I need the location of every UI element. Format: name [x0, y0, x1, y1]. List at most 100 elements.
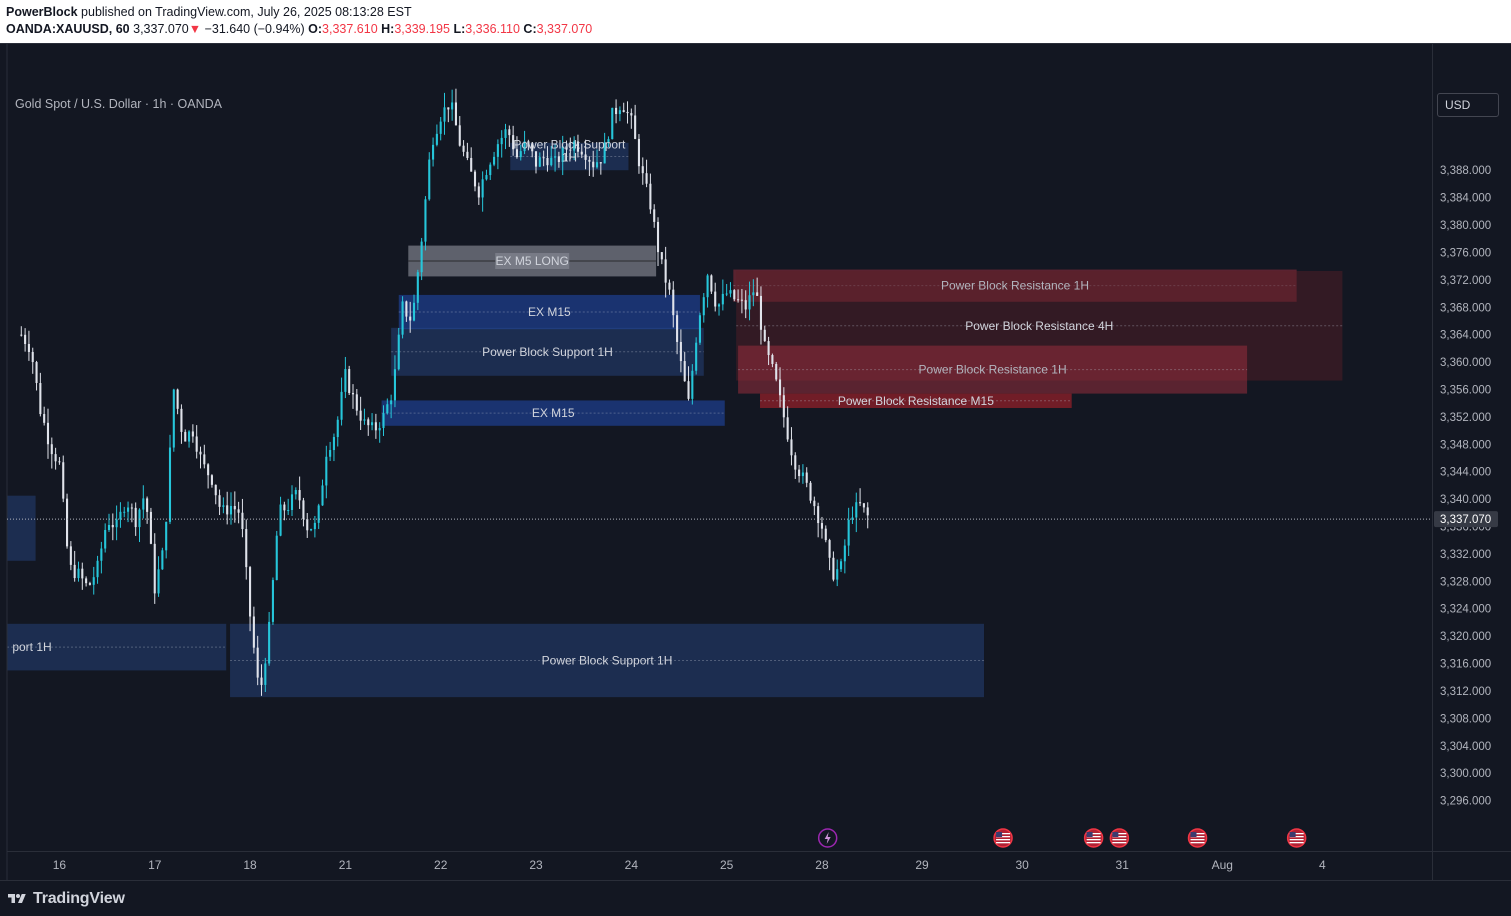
candle-bear: [817, 506, 820, 524]
candle-bull: [595, 162, 599, 168]
candle-bear: [759, 295, 763, 330]
candle-bull: [142, 498, 145, 510]
candle-bear: [737, 299, 740, 301]
low-label: L:: [453, 22, 466, 36]
candle-bear: [862, 503, 865, 508]
y-tick-label: 3,308.000: [1440, 713, 1491, 725]
candle-bull: [317, 505, 320, 523]
candle-bear: [576, 141, 580, 152]
candle-bear: [466, 151, 469, 158]
zone-label-bg: [495, 253, 570, 270]
zone-resistance-bright: [760, 393, 1072, 408]
candle-bull: [695, 342, 698, 371]
candle-bear: [832, 557, 835, 580]
candle-bear: [374, 422, 377, 431]
candle-bear: [866, 507, 869, 516]
candle-bull: [161, 550, 164, 570]
candle-bull: [839, 561, 843, 570]
us-flag-icon: [1083, 828, 1104, 848]
candle-bull: [119, 511, 122, 520]
y-tick-label: 3,312.000: [1440, 686, 1491, 698]
y-tick-label: 3,332.000: [1440, 549, 1491, 561]
candle-bear: [637, 138, 641, 167]
candle-bear: [664, 259, 667, 283]
candle-bull: [550, 157, 553, 166]
candle-bull: [717, 304, 721, 307]
y-tick-label: 3,348.000: [1440, 439, 1491, 451]
candle-bull: [290, 494, 294, 510]
candle-bull: [706, 275, 709, 298]
candle-bull: [691, 370, 694, 399]
chart-area[interactable]: Power Block Support 1H EX M5 LONG EX M15 Pow…: [0, 44, 1511, 880]
candle-bull: [382, 413, 385, 429]
candle-bear: [775, 363, 778, 380]
candle-bear: [687, 381, 690, 399]
publish-info: PowerBlock published on TradingView.com,…: [6, 5, 412, 19]
candle-bull: [748, 295, 751, 310]
tradingview-logo[interactable]: TradingView: [6, 889, 125, 909]
candle-bear: [824, 528, 827, 541]
candle-bear: [88, 583, 91, 585]
y-tick-label: 3,328.000: [1440, 576, 1491, 588]
candle-bull: [275, 535, 278, 581]
low-value: 3,336.110: [465, 22, 520, 36]
candle-bull: [386, 404, 389, 414]
candle-bear: [542, 157, 545, 159]
candle-bull: [523, 141, 526, 152]
candle-bull: [96, 560, 99, 578]
candle-bear: [756, 292, 759, 296]
candle-bear: [62, 462, 65, 499]
high-value: 3,339.195: [394, 22, 450, 36]
candle-bear: [786, 417, 789, 440]
candle-bear: [645, 173, 648, 184]
candle-bull: [500, 137, 503, 145]
candle-bear: [733, 290, 736, 300]
tradingview-logo-text: TradingView: [33, 890, 125, 907]
candle-bull: [439, 121, 442, 134]
last-price-tag: [1434, 511, 1498, 528]
y-tick-label: 3,300.000: [1440, 768, 1491, 780]
candle-bear: [531, 143, 534, 152]
candle-bear: [43, 414, 46, 423]
candle-bear: [763, 329, 766, 342]
zone-resistance: [738, 345, 1248, 394]
currency-button[interactable]: USD: [1437, 93, 1499, 117]
published-text: published on TradingView.com, July 26, 2…: [81, 5, 412, 19]
y-tick-label: 3,340.000: [1440, 494, 1491, 506]
candle-bear: [805, 472, 808, 483]
candle-bull: [855, 502, 858, 518]
footer: TradingView: [0, 880, 1511, 916]
x-tick-label: 28: [815, 858, 829, 872]
y-tick-label: 3,364.000: [1440, 330, 1491, 342]
candle-bear: [656, 221, 660, 253]
open-label: O:: [308, 22, 323, 36]
candle-bear: [207, 464, 210, 476]
candle-bear: [580, 151, 583, 155]
high-label: H:: [381, 22, 395, 36]
candle-bear: [557, 156, 560, 162]
candle-bear: [515, 149, 518, 158]
x-tick-label: 24: [625, 858, 639, 872]
x-tick-label: 30: [1015, 858, 1029, 872]
candle-bear: [668, 282, 671, 290]
candle-bull: [851, 517, 854, 520]
candle-bear: [233, 505, 236, 510]
author-name[interactable]: PowerBlock: [6, 5, 78, 19]
candle-bull: [401, 301, 404, 335]
candle-bear: [199, 451, 202, 455]
candle-bull: [264, 663, 267, 685]
candle-bear: [260, 677, 263, 685]
candle-bear: [153, 543, 156, 594]
candle-bear: [683, 361, 686, 382]
candle-bull: [188, 431, 191, 442]
y-tick-label: 3,296.000: [1440, 796, 1491, 808]
candle-bear: [306, 519, 309, 531]
candle-bear: [237, 509, 240, 513]
candle-bull: [618, 110, 621, 115]
candle-bull: [168, 447, 172, 522]
candle-bear: [176, 389, 179, 409]
candle-bear: [790, 439, 793, 456]
zone-label: Power Block Resistance 4H: [965, 319, 1113, 333]
candle-bear: [111, 525, 114, 528]
